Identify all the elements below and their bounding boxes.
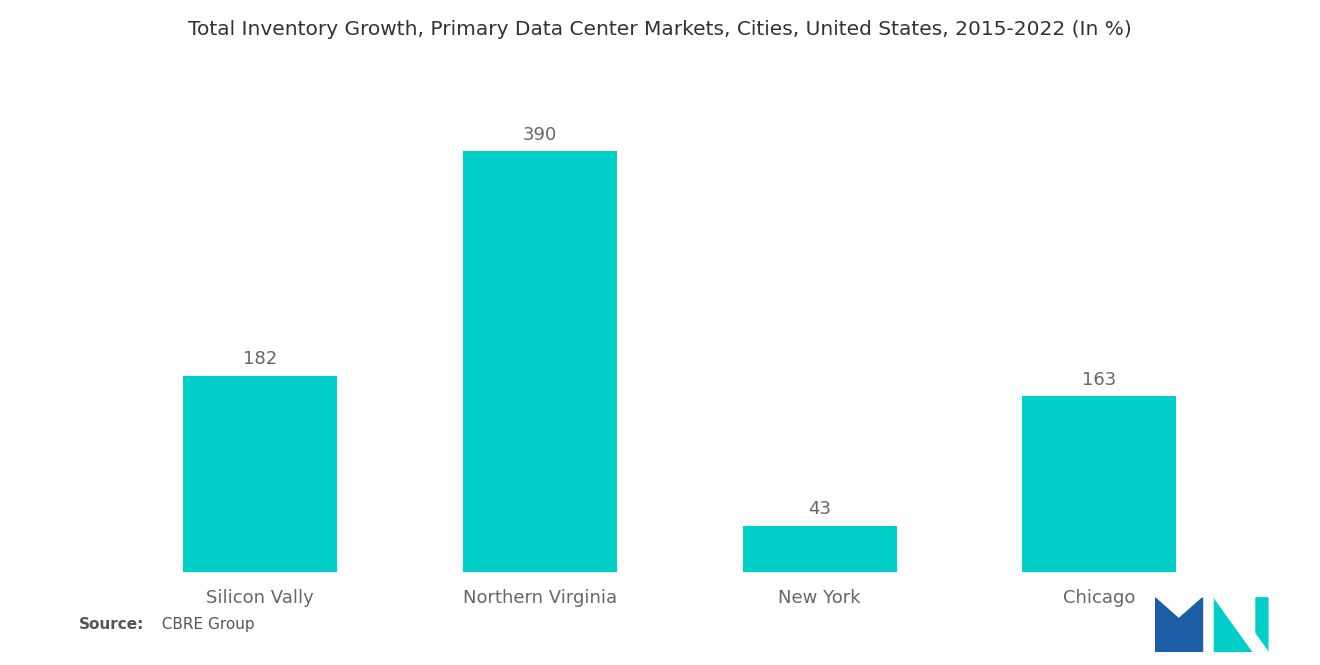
Polygon shape [1155, 598, 1203, 652]
Text: 43: 43 [808, 500, 832, 518]
Text: Total Inventory Growth, Primary Data Center Markets, Cities, United States, 2015: Total Inventory Growth, Primary Data Cen… [189, 20, 1131, 39]
Text: CBRE Group: CBRE Group [152, 616, 255, 632]
Polygon shape [1214, 598, 1267, 652]
Polygon shape [1214, 598, 1267, 652]
Bar [1023, 396, 1176, 572]
Bar [463, 151, 616, 572]
Text: 182: 182 [243, 350, 277, 368]
Text: 163: 163 [1082, 370, 1117, 388]
Bar [183, 376, 337, 572]
Bar [743, 525, 896, 572]
Text: 390: 390 [523, 126, 557, 144]
Text: Source:: Source: [79, 616, 145, 632]
